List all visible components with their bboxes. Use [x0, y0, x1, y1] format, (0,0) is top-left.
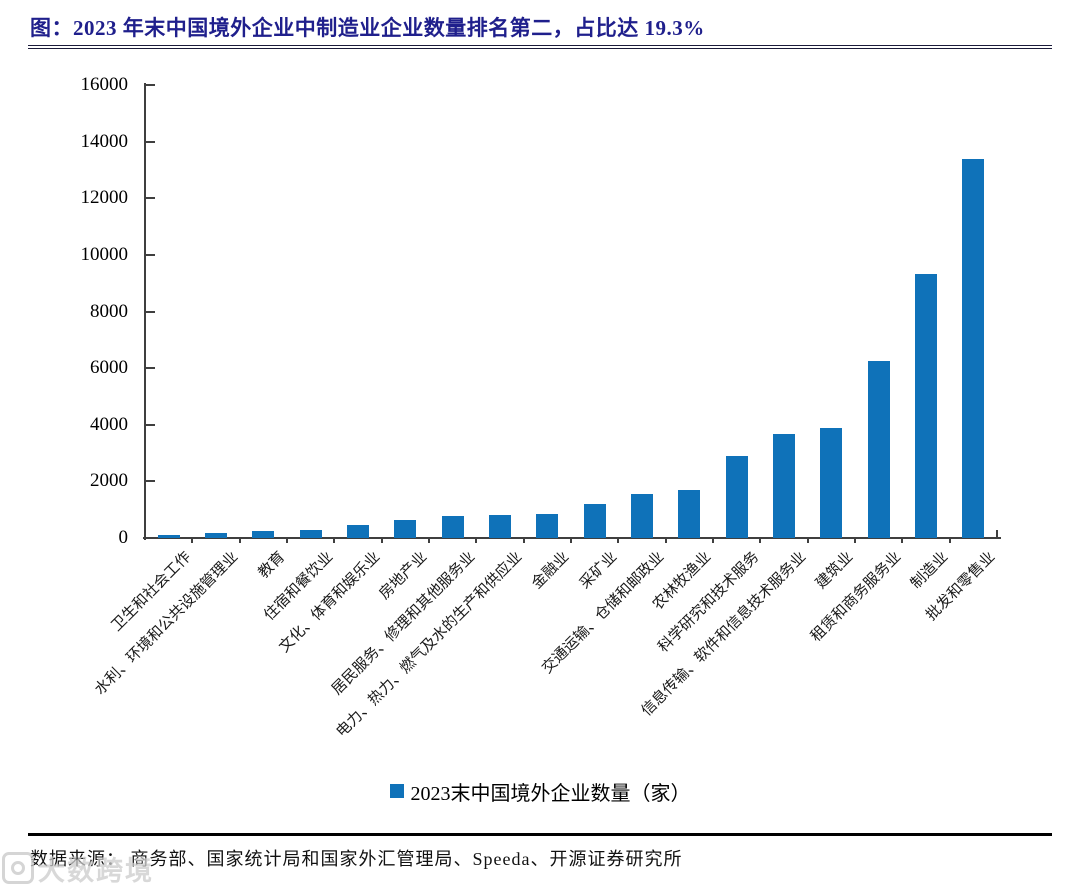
- y-axis-tick-label: 12000: [80, 187, 129, 209]
- bar-金融业: [536, 514, 559, 538]
- x-axis-tick: [380, 538, 383, 543]
- x-axis-category-label: 采矿业: [576, 549, 620, 593]
- y-axis-tick: [145, 253, 155, 256]
- y-axis-tick: [145, 310, 155, 313]
- chart-legend: 2023末中国境外企业数量（家）: [0, 776, 1080, 806]
- x-axis-category-label: 卫生和社会工作: [108, 549, 194, 635]
- bar-文化、体育和娱乐业: [347, 525, 369, 538]
- x-axis-tick: [475, 538, 478, 543]
- x-axis-tick: [191, 538, 194, 543]
- bar-批发和零售业: [962, 159, 985, 538]
- title-divider: [28, 45, 1052, 49]
- x-axis-tick: [333, 538, 336, 543]
- bar-住宿和餐饮业: [299, 530, 322, 538]
- bar-交通运输、仓储和邮政业: [631, 494, 653, 538]
- x-axis-category-label: 金融业: [529, 549, 573, 593]
- bar-房地产业: [394, 520, 417, 538]
- x-axis-tick: [617, 538, 620, 543]
- x-axis-tick: [854, 538, 856, 543]
- y-axis-tick: [145, 84, 155, 86]
- x-axis-tick: [948, 538, 951, 543]
- bar-租赁和商务服务业: [867, 361, 890, 538]
- bar-农林牧渔业: [678, 490, 701, 538]
- bar-科学研究和技术服务: [725, 456, 748, 538]
- x-axis-tick: [428, 538, 430, 543]
- x-axis-tick: [286, 538, 288, 543]
- y-axis-tick-label: 4000: [90, 413, 128, 435]
- x-axis-category-label: 建筑业: [813, 549, 857, 593]
- y-axis-tick-label: 14000: [80, 130, 129, 152]
- bar-水利、环境和公共设施管理业: [205, 533, 227, 538]
- x-axis-tick: [570, 538, 572, 543]
- bar-居民服务、修理和其他服务业: [441, 516, 464, 538]
- x-axis-tick: [238, 538, 241, 543]
- y-axis-tick: [145, 480, 155, 483]
- bar-采矿业: [583, 504, 606, 538]
- x-axis-category-label: 制造业: [908, 549, 952, 593]
- y-axis-tick-label: 0: [118, 527, 129, 548]
- legend-swatch: [389, 784, 404, 798]
- y-axis-tick: [145, 140, 155, 143]
- x-axis-end-tick: [996, 530, 998, 538]
- y-axis-tick-label: 8000: [90, 300, 128, 322]
- y-axis-tick: [145, 197, 155, 200]
- x-axis-line: [143, 537, 1001, 539]
- bar-信息传输、软件和信息技术服务业: [773, 434, 795, 538]
- chart-title: 图：2023 年末中国境外企业中制造业企业数量排名第二，占比达 19.3%: [30, 16, 705, 40]
- x-axis-tick: [759, 538, 762, 543]
- bar-制造业: [915, 274, 937, 538]
- legend-label: 2023末中国境外企业数量（家）: [410, 782, 691, 805]
- y-axis-tick: [145, 367, 155, 370]
- y-axis-tick-label: 10000: [80, 243, 129, 265]
- x-axis-tick: [712, 538, 714, 543]
- data-source-text: 数据来源： 商务部、国家统计局和国家外汇管理局、Speeda、开源证券研究所: [30, 849, 683, 869]
- y-axis-tick: [145, 423, 155, 426]
- bar-卫生和社会工作: [157, 535, 180, 538]
- bar-电力、热力、燃气及水的生产和供应业: [489, 515, 511, 538]
- x-axis-tick: [901, 538, 904, 543]
- x-axis-tick: [522, 538, 525, 543]
- y-axis-tick-label: 16000: [80, 74, 129, 95]
- y-axis-tick-label: 2000: [90, 470, 128, 492]
- x-axis-category-label: 教育: [256, 549, 289, 582]
- bar-教育: [252, 531, 275, 538]
- x-axis-tick: [664, 538, 667, 543]
- y-axis-tick-label: 6000: [90, 357, 128, 379]
- x-axis-category-label: 租赁和商务服务业: [807, 549, 904, 646]
- x-axis-tick: [806, 538, 809, 543]
- bar-建筑业: [820, 428, 843, 538]
- footer-divider: [28, 833, 1052, 836]
